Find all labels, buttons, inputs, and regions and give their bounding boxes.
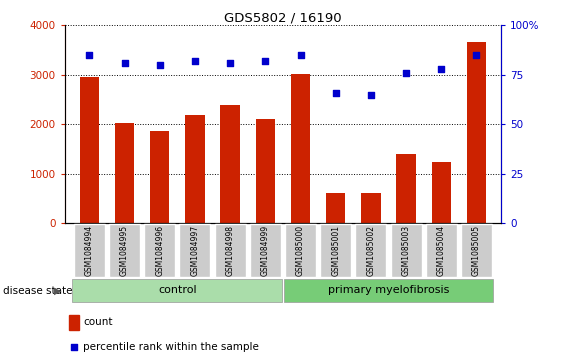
Text: GSM1084996: GSM1084996 xyxy=(155,225,164,276)
Bar xyxy=(432,162,451,223)
Bar xyxy=(291,74,310,223)
Bar xyxy=(80,77,99,223)
FancyBboxPatch shape xyxy=(180,224,211,277)
Bar xyxy=(185,115,204,223)
Text: GSM1085001: GSM1085001 xyxy=(331,225,340,276)
FancyBboxPatch shape xyxy=(284,279,493,302)
FancyBboxPatch shape xyxy=(73,279,282,302)
Text: GSM1084997: GSM1084997 xyxy=(190,225,199,276)
Bar xyxy=(361,193,381,223)
Title: GDS5802 / 16190: GDS5802 / 16190 xyxy=(224,11,342,24)
Bar xyxy=(221,105,240,223)
Point xyxy=(85,52,94,58)
Point xyxy=(69,344,78,350)
Point xyxy=(261,58,270,64)
FancyBboxPatch shape xyxy=(144,224,175,277)
FancyBboxPatch shape xyxy=(109,224,140,277)
Text: GSM1084999: GSM1084999 xyxy=(261,225,270,276)
Text: disease state: disease state xyxy=(3,286,72,296)
Point xyxy=(401,70,410,76)
Text: percentile rank within the sample: percentile rank within the sample xyxy=(83,342,259,352)
FancyBboxPatch shape xyxy=(74,224,105,277)
Point xyxy=(331,90,340,95)
Text: ▶: ▶ xyxy=(54,286,62,296)
Bar xyxy=(256,119,275,223)
Text: GSM1084998: GSM1084998 xyxy=(226,225,235,276)
Bar xyxy=(115,123,134,223)
Bar xyxy=(467,42,486,223)
Point xyxy=(296,52,305,58)
FancyBboxPatch shape xyxy=(426,224,457,277)
Point xyxy=(190,58,199,64)
FancyBboxPatch shape xyxy=(355,224,386,277)
Text: GSM1085000: GSM1085000 xyxy=(296,225,305,276)
Text: primary myelofibrosis: primary myelofibrosis xyxy=(328,285,449,295)
Text: count: count xyxy=(83,318,113,327)
FancyBboxPatch shape xyxy=(391,224,422,277)
Bar xyxy=(150,131,169,223)
Point xyxy=(226,60,235,66)
FancyBboxPatch shape xyxy=(250,224,281,277)
Bar xyxy=(396,154,415,223)
Bar xyxy=(326,193,345,223)
Text: GSM1085002: GSM1085002 xyxy=(367,225,376,276)
FancyBboxPatch shape xyxy=(320,224,351,277)
Text: GSM1085004: GSM1085004 xyxy=(437,225,446,276)
Point xyxy=(367,92,376,98)
Point xyxy=(155,62,164,68)
Text: GSM1085005: GSM1085005 xyxy=(472,225,481,276)
Text: GSM1084994: GSM1084994 xyxy=(85,225,94,276)
Point xyxy=(437,66,446,72)
Text: GSM1085003: GSM1085003 xyxy=(401,225,410,276)
FancyBboxPatch shape xyxy=(215,224,245,277)
Text: control: control xyxy=(158,285,196,295)
Text: GSM1084995: GSM1084995 xyxy=(120,225,129,276)
Point xyxy=(472,52,481,58)
Point xyxy=(120,60,129,66)
FancyBboxPatch shape xyxy=(461,224,492,277)
Bar xyxy=(69,315,79,330)
FancyBboxPatch shape xyxy=(285,224,316,277)
